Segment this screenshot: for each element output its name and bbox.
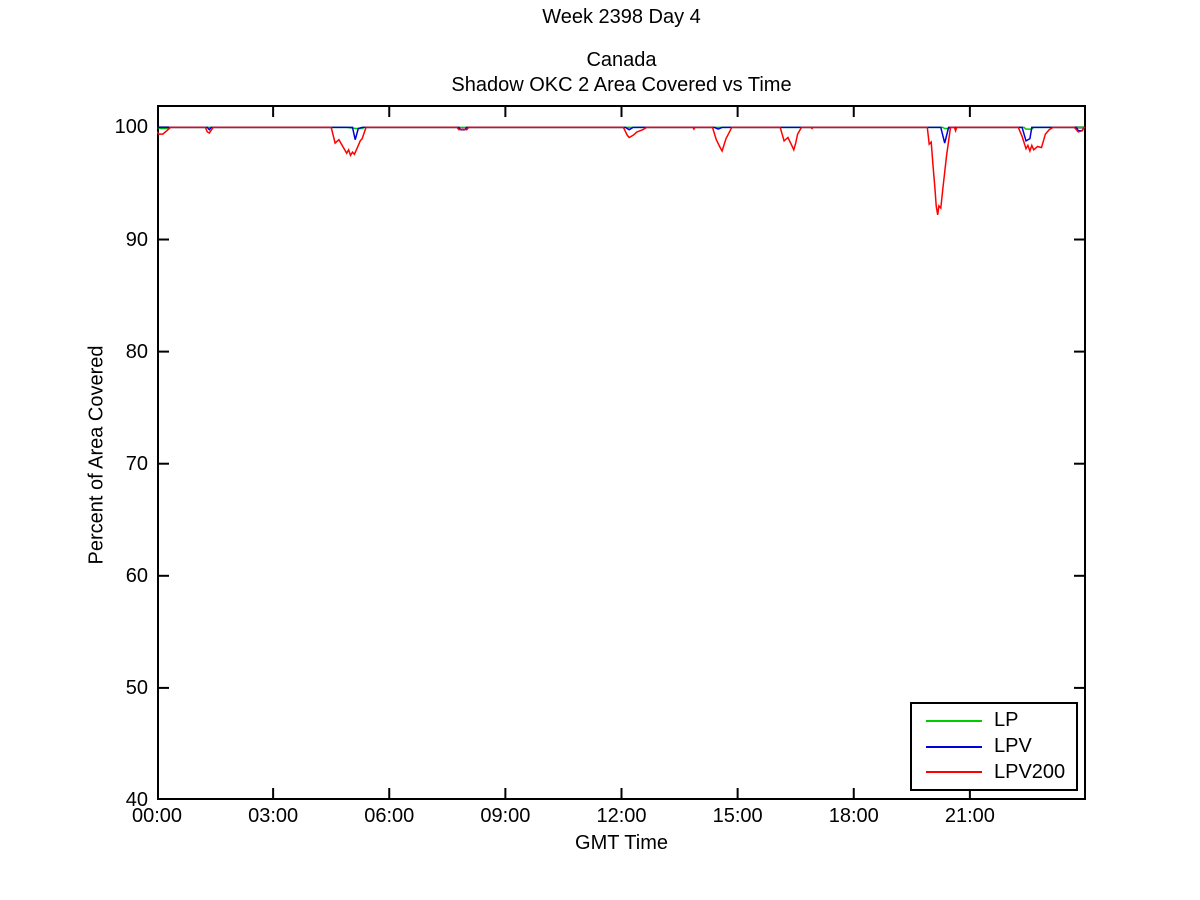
x-tick-label-12:00: 12:00 [596,805,647,827]
legend-label-LP: LP [994,709,1019,732]
series-line-LPV200 [157,126,1086,216]
legend-line-sample-LPV [926,745,982,748]
legend-label-LPV200: LPV200 [994,760,1066,783]
series-line-LPV [157,126,1086,144]
y-tick-label-80: 80 [125,340,148,363]
chart-title: Shadow OKC 2 Area Covered vs Time [451,74,792,96]
y-tick-label-40: 40 [125,789,148,811]
y-tick-label-60: 60 [125,564,148,587]
x-tick-label-21:00: 21:00 [944,805,995,827]
legend-line-sample-LPV200 [926,771,982,774]
legend-entry-LP: LP [912,708,1076,734]
axes-box [157,105,1086,800]
x-tick-label-15:00: 15:00 [712,805,763,827]
plot-area [157,105,1086,800]
legend-entry-LPV: LPV [912,734,1076,760]
figure-title: Week 2398 Day 4 [542,6,701,28]
x-tick-label-00:00: 00:00 [131,805,183,827]
legend-entry-LPV200: LPV200 [912,759,1076,785]
y-tick-label-100: 100 [114,116,148,139]
legend: LP LPV LPV200 [910,702,1078,791]
legend-line-sample-LP [926,719,982,722]
chart-subtitle-region: Canada [586,49,657,71]
x-tick-label-03:00: 03:00 [248,805,299,827]
x-tick-label-18:00: 18:00 [828,805,879,827]
x-tick-label-09:00: 09:00 [480,805,531,827]
y-tick-label-70: 70 [125,452,148,475]
y-tick-label-90: 90 [125,228,148,251]
x-tick-label-06:00: 06:00 [364,805,415,827]
legend-label-LPV: LPV [994,735,1032,757]
x-axis-label: GMT Time [575,832,668,854]
y-tick-label-50: 50 [125,676,148,699]
y-axis-label: Percent of Area Covered [85,345,108,565]
